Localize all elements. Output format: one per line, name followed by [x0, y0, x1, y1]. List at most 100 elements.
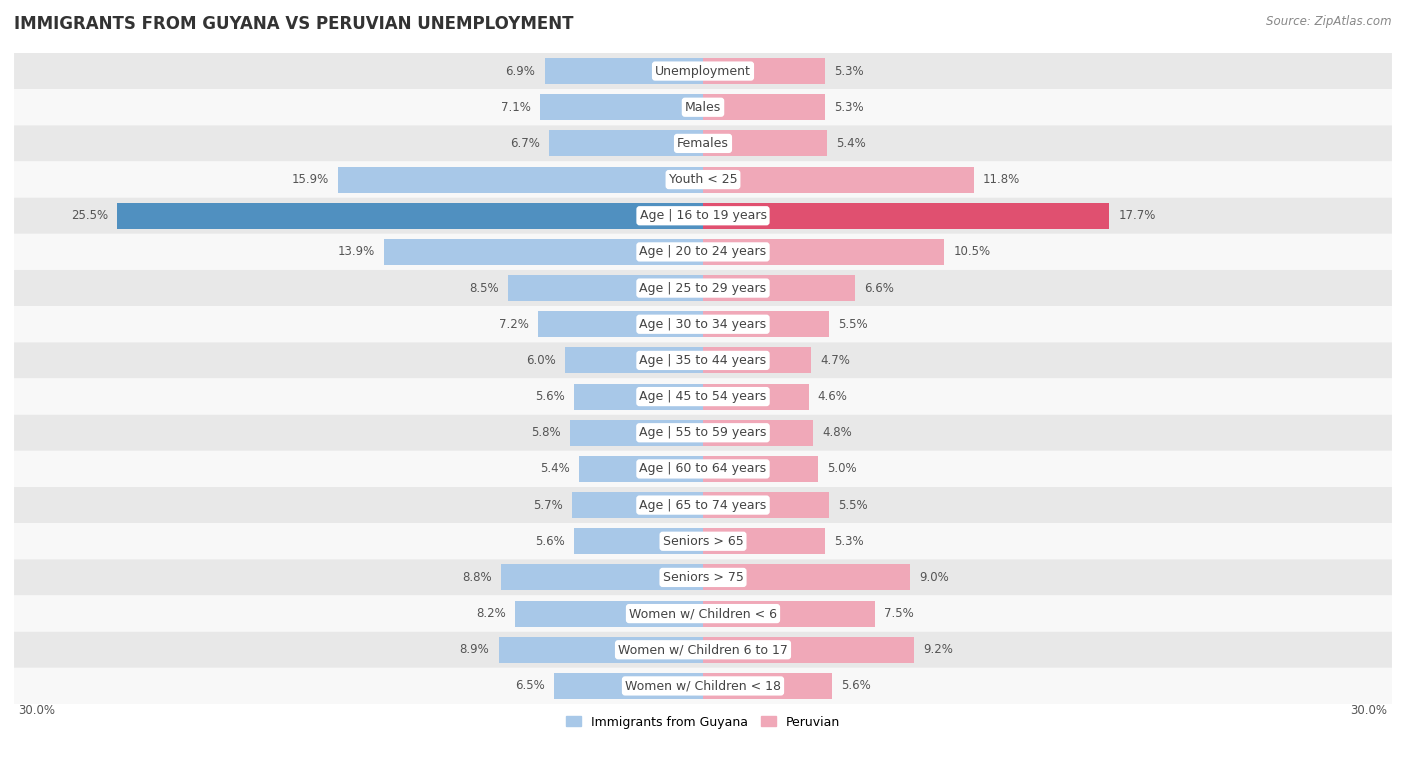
FancyBboxPatch shape	[14, 668, 1392, 704]
Bar	[703, 58, 825, 84]
Text: 6.7%: 6.7%	[510, 137, 540, 150]
Text: Unemployment: Unemployment	[655, 64, 751, 77]
FancyBboxPatch shape	[14, 342, 1392, 378]
Text: IMMIGRANTS FROM GUYANA VS PERUVIAN UNEMPLOYMENT: IMMIGRANTS FROM GUYANA VS PERUVIAN UNEMP…	[14, 15, 574, 33]
Bar	[703, 528, 825, 554]
Text: Age | 16 to 19 years: Age | 16 to 19 years	[640, 209, 766, 223]
Text: 5.5%: 5.5%	[838, 499, 868, 512]
Bar	[575, 528, 703, 554]
Text: Seniors > 75: Seniors > 75	[662, 571, 744, 584]
Text: Age | 60 to 64 years: Age | 60 to 64 years	[640, 463, 766, 475]
Text: Males: Males	[685, 101, 721, 114]
Bar	[703, 94, 825, 120]
FancyBboxPatch shape	[14, 198, 1392, 234]
Text: 8.5%: 8.5%	[470, 282, 499, 294]
Text: 4.6%: 4.6%	[818, 390, 848, 403]
Text: 7.5%: 7.5%	[884, 607, 914, 620]
Text: 13.9%: 13.9%	[337, 245, 374, 258]
Bar	[579, 456, 703, 482]
Text: 9.2%: 9.2%	[924, 643, 953, 656]
Text: Youth < 25: Youth < 25	[669, 173, 737, 186]
Text: Age | 20 to 24 years: Age | 20 to 24 years	[640, 245, 766, 258]
FancyBboxPatch shape	[14, 306, 1392, 342]
FancyBboxPatch shape	[14, 559, 1392, 596]
Bar	[540, 94, 703, 120]
Bar	[703, 347, 811, 373]
FancyBboxPatch shape	[14, 378, 1392, 415]
FancyBboxPatch shape	[14, 89, 1392, 126]
Bar	[554, 673, 703, 699]
Bar	[703, 637, 914, 663]
Text: 6.6%: 6.6%	[863, 282, 894, 294]
Text: 5.7%: 5.7%	[533, 499, 562, 512]
Text: 6.5%: 6.5%	[515, 680, 544, 693]
Bar	[703, 167, 974, 192]
Bar	[703, 275, 855, 301]
FancyBboxPatch shape	[14, 126, 1392, 161]
Text: Age | 30 to 34 years: Age | 30 to 34 years	[640, 318, 766, 331]
Bar	[499, 637, 703, 663]
Bar	[544, 58, 703, 84]
Text: Females: Females	[678, 137, 728, 150]
FancyBboxPatch shape	[14, 523, 1392, 559]
Text: 5.3%: 5.3%	[834, 64, 863, 77]
Bar	[703, 673, 831, 699]
Bar	[703, 492, 830, 518]
Text: 5.4%: 5.4%	[837, 137, 866, 150]
Text: Age | 45 to 54 years: Age | 45 to 54 years	[640, 390, 766, 403]
FancyBboxPatch shape	[14, 270, 1392, 306]
Text: 5.8%: 5.8%	[531, 426, 561, 439]
Bar	[572, 492, 703, 518]
Text: 4.7%: 4.7%	[820, 354, 851, 367]
Text: 30.0%: 30.0%	[18, 704, 56, 717]
Text: 5.5%: 5.5%	[838, 318, 868, 331]
Bar	[703, 203, 1109, 229]
Text: 25.5%: 25.5%	[72, 209, 108, 223]
Bar	[508, 275, 703, 301]
Text: 5.6%: 5.6%	[536, 534, 565, 548]
Text: 9.0%: 9.0%	[920, 571, 949, 584]
Bar	[515, 600, 703, 627]
Text: 6.0%: 6.0%	[526, 354, 555, 367]
FancyBboxPatch shape	[14, 161, 1392, 198]
Text: 5.6%: 5.6%	[536, 390, 565, 403]
Text: Age | 25 to 29 years: Age | 25 to 29 years	[640, 282, 766, 294]
Text: 7.1%: 7.1%	[501, 101, 531, 114]
FancyBboxPatch shape	[14, 451, 1392, 487]
Text: 7.2%: 7.2%	[499, 318, 529, 331]
Bar	[703, 419, 813, 446]
Text: 6.9%: 6.9%	[506, 64, 536, 77]
Bar	[703, 239, 945, 265]
Text: 8.8%: 8.8%	[463, 571, 492, 584]
FancyBboxPatch shape	[14, 487, 1392, 523]
Text: Women w/ Children < 18: Women w/ Children < 18	[626, 680, 780, 693]
FancyBboxPatch shape	[14, 596, 1392, 631]
FancyBboxPatch shape	[14, 631, 1392, 668]
Text: 5.6%: 5.6%	[841, 680, 870, 693]
Text: 15.9%: 15.9%	[291, 173, 329, 186]
Bar	[565, 347, 703, 373]
Text: 30.0%: 30.0%	[1350, 704, 1388, 717]
Text: 5.3%: 5.3%	[834, 101, 863, 114]
Bar	[337, 167, 703, 192]
Text: Age | 55 to 59 years: Age | 55 to 59 years	[640, 426, 766, 439]
Bar	[703, 311, 830, 338]
Text: 5.0%: 5.0%	[827, 463, 856, 475]
Text: 11.8%: 11.8%	[983, 173, 1021, 186]
Text: 5.3%: 5.3%	[834, 534, 863, 548]
Bar	[537, 311, 703, 338]
Text: Age | 35 to 44 years: Age | 35 to 44 years	[640, 354, 766, 367]
Bar	[703, 565, 910, 590]
Bar	[703, 130, 827, 157]
Text: Seniors > 65: Seniors > 65	[662, 534, 744, 548]
Text: Source: ZipAtlas.com: Source: ZipAtlas.com	[1267, 15, 1392, 28]
Bar	[703, 600, 875, 627]
Legend: Immigrants from Guyana, Peruvian: Immigrants from Guyana, Peruvian	[561, 711, 845, 734]
Bar	[384, 239, 703, 265]
FancyBboxPatch shape	[14, 234, 1392, 270]
FancyBboxPatch shape	[14, 53, 1392, 89]
Text: 5.4%: 5.4%	[540, 463, 569, 475]
FancyBboxPatch shape	[14, 415, 1392, 451]
Text: Age | 65 to 74 years: Age | 65 to 74 years	[640, 499, 766, 512]
Text: 8.9%: 8.9%	[460, 643, 489, 656]
